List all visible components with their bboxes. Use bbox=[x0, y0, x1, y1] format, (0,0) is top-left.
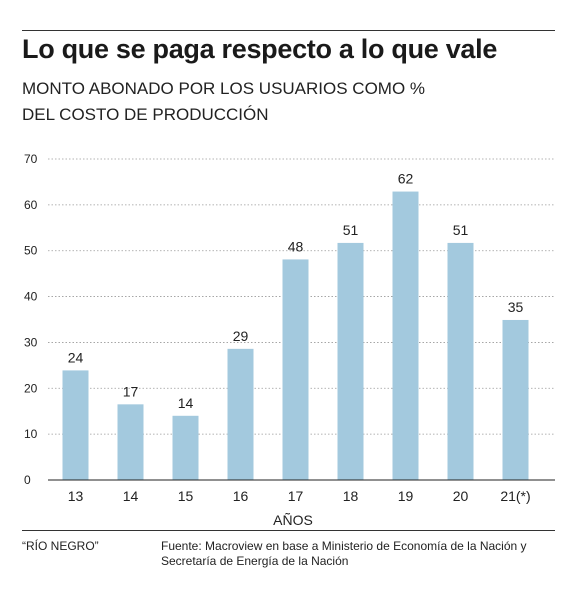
credit-text: “RÍO NEGRO” bbox=[22, 539, 99, 553]
bottom-rule bbox=[22, 530, 555, 531]
chart-subtitle: MONTO ABONADO POR LOS USUARIOS COMO % DE… bbox=[22, 79, 426, 124]
data-label: 51 bbox=[343, 222, 359, 238]
top-rule bbox=[22, 30, 555, 31]
data-label: 24 bbox=[68, 349, 84, 365]
bar-17 bbox=[282, 259, 309, 480]
source-text: Fuente: Macroview en base a Ministerio d… bbox=[161, 539, 527, 568]
x-tick-label: 18 bbox=[343, 488, 359, 504]
bar-16 bbox=[227, 348, 254, 480]
x-tick-label: 20 bbox=[453, 488, 469, 504]
bar-21 bbox=[502, 319, 529, 480]
x-axis-title: AÑOS bbox=[273, 512, 313, 528]
x-tick-label: 15 bbox=[178, 488, 194, 504]
data-label: 17 bbox=[123, 383, 139, 399]
y-tick-label: 60 bbox=[24, 198, 38, 212]
x-tick-label: 17 bbox=[288, 488, 304, 504]
x-tick-label: 14 bbox=[123, 488, 139, 504]
y-tick-label: 20 bbox=[24, 381, 38, 395]
bar-13 bbox=[62, 370, 89, 480]
y-tick-label: 30 bbox=[24, 335, 38, 349]
data-label: 48 bbox=[288, 238, 304, 254]
bar-20 bbox=[447, 242, 474, 480]
y-tick-label: 40 bbox=[24, 290, 38, 304]
x-tick-label: 19 bbox=[398, 488, 414, 504]
y-tick-label: 50 bbox=[24, 244, 38, 258]
data-labels: 24 17 14 29 48 51 62 51 35 bbox=[68, 171, 524, 411]
y-tick-label: 70 bbox=[24, 152, 38, 166]
x-tick-label: 16 bbox=[233, 488, 249, 504]
y-tick-label: 10 bbox=[24, 427, 38, 441]
x-axis-ticks: 13 14 15 16 17 18 19 20 21(*) bbox=[68, 488, 531, 504]
data-label: 14 bbox=[178, 395, 194, 411]
bar-15 bbox=[172, 415, 199, 480]
y-tick-label: 0 bbox=[24, 473, 31, 487]
x-tick-label: 21(*) bbox=[500, 488, 530, 504]
chart-title: Lo que se paga respecto a lo que vale bbox=[22, 34, 498, 64]
y-axis-ticks: 0 10 20 30 40 50 60 70 bbox=[24, 152, 38, 487]
bar-19 bbox=[392, 191, 419, 480]
data-label: 62 bbox=[398, 171, 414, 187]
data-label: 29 bbox=[233, 328, 249, 344]
data-label: 51 bbox=[453, 222, 469, 238]
bar-18 bbox=[337, 242, 364, 480]
bars bbox=[62, 191, 529, 480]
data-label: 35 bbox=[508, 299, 524, 315]
x-tick-label: 13 bbox=[68, 488, 84, 504]
bar-14 bbox=[117, 404, 144, 480]
